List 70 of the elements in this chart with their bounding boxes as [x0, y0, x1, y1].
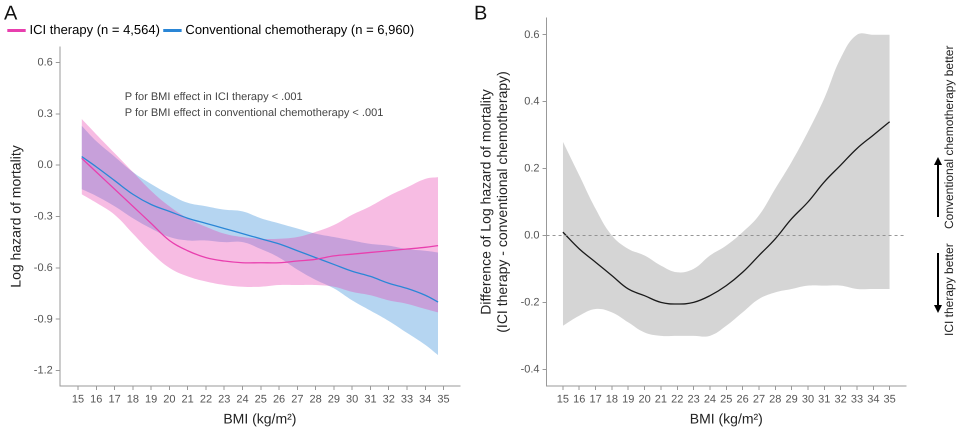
x-axis-title: BMI (kg/m²) [223, 410, 296, 426]
line-series [562, 121, 890, 305]
line-series [81, 156, 439, 303]
x-tick-label: 17 [108, 394, 121, 406]
x-tick-label: 26 [272, 394, 286, 406]
x-tick-label: 29 [328, 394, 340, 406]
x-tick-label: 19 [622, 394, 634, 406]
annotation: P for BMI effect in ICI therapy < .001 [124, 91, 303, 104]
y-tick-label: -0.2 [520, 296, 540, 308]
x-tick-label: 18 [126, 394, 139, 406]
x-tick-label: 31 [364, 394, 377, 406]
y-tick-label: -0.9 [34, 313, 53, 326]
x-tick-label: 33 [850, 394, 864, 406]
x-tick-label: 25 [720, 394, 732, 406]
legend-label: ICI therapy (n = 4,564) [30, 22, 160, 38]
x-tick-label: 35 [884, 394, 896, 406]
x-tick-label: 23 [218, 394, 230, 406]
x-tick-label: 16 [90, 394, 102, 406]
x-tick-label: 20 [638, 394, 651, 406]
x-tick-label: 22 [200, 394, 212, 406]
x-tick-label: 34 [419, 394, 432, 406]
x-tick-label: 32 [834, 394, 847, 406]
x-tick-label: 28 [769, 394, 782, 406]
y-tick-label: -0.4 [520, 363, 540, 376]
x-tick-label: 24 [236, 394, 249, 406]
chart-title: A [4, 2, 18, 25]
x-tick-label: 30 [802, 394, 814, 406]
x-tick-label: 32 [382, 394, 395, 406]
x-tick-label: 17 [589, 394, 602, 406]
y-tick-label: 0.0 [524, 229, 540, 242]
y-tick-label: -1.2 [34, 364, 53, 377]
x-tick-label: 35 [437, 394, 450, 406]
y-tick-label: 0.6 [524, 28, 540, 41]
x-tick-label: 34 [867, 394, 880, 406]
y-tick-label: 0.0 [37, 159, 53, 172]
x-tick-label: 24 [704, 394, 716, 406]
x-tick-label: 27 [752, 394, 766, 406]
x-tick-label: 16 [573, 394, 586, 406]
x-tick-label: 27 [291, 394, 304, 406]
x-tick-label: 29 [786, 394, 798, 406]
y-axis-title: Log hazard of mortality [7, 145, 24, 288]
chart-title: B [474, 2, 488, 25]
x-tick-label: 26 [736, 394, 749, 406]
x-tick-label: 25 [254, 394, 267, 406]
y-tick-label: -0.3 [34, 210, 53, 223]
x-tick-label: 19 [145, 394, 158, 406]
text: ICI therapy better [942, 244, 956, 336]
y-tick-label: -0.6 [34, 262, 53, 274]
text: Conventional chemotherapy better [942, 46, 956, 230]
x-tick-label: 20 [163, 394, 176, 406]
y-axis-title: Difference of Log hazard of mortality (ICI therapy - conventional chemotherapy) [477, 71, 510, 333]
annotation: P for BMI effect in conventional chemotherapy < .001 [124, 107, 384, 120]
x-axis-title: BMI (kg/m²) [690, 410, 763, 426]
x-tick-label: 18 [606, 394, 618, 406]
y-tick-label: 0.2 [524, 162, 540, 175]
x-tick-label: 33 [400, 394, 414, 406]
legend-label: Conventional chemotherapy (n = 6,960) [185, 22, 414, 38]
x-tick-label: 28 [309, 394, 322, 406]
x-tick-label: 31 [818, 394, 830, 406]
y-tick-label: 0.4 [524, 96, 540, 108]
x-tick-label: 21 [182, 394, 194, 406]
y-tick-label: 0.6 [37, 56, 53, 68]
x-tick-label: 23 [687, 394, 700, 406]
line-series [81, 158, 439, 264]
x-tick-label: 15 [556, 394, 570, 406]
x-tick-label: 22 [671, 394, 684, 406]
x-tick-label: 21 [654, 394, 668, 406]
x-tick-label: 30 [346, 394, 358, 406]
y-tick-label: 0.3 [37, 108, 53, 120]
x-tick-label: 15 [72, 394, 84, 406]
